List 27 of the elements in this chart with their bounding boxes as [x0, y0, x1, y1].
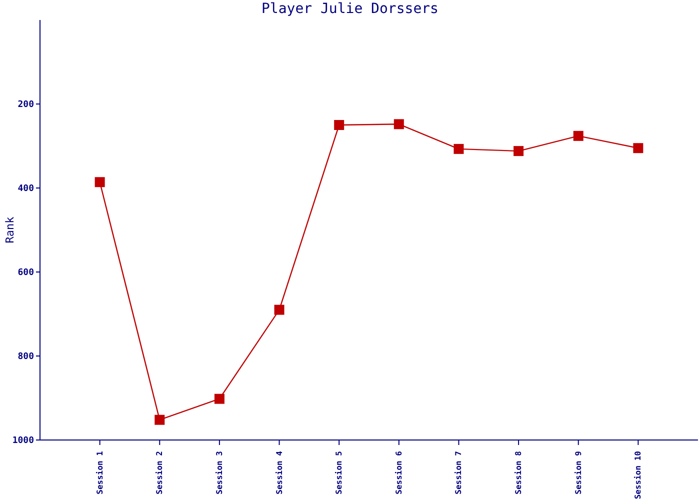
x-tick-label: Session 6: [394, 450, 404, 494]
y-axis-title: Rank: [4, 216, 16, 244]
point: [334, 120, 344, 130]
point: [274, 304, 284, 315]
x-tick-label: Session 7: [454, 450, 464, 494]
point: [94, 177, 105, 188]
point: [633, 143, 644, 154]
y-tick-label: 400: [18, 184, 34, 194]
x-tick-label: Session 5: [334, 450, 344, 494]
y-tick-label: 1000: [12, 436, 34, 446]
point: [394, 119, 404, 130]
chart-title: Player Julie Dorssers: [260, 0, 440, 18]
x-tick-label: Session 2: [155, 450, 164, 494]
x-tick-label: Session 9: [574, 450, 583, 494]
x-tick-label: Session 4: [274, 450, 284, 494]
point: [514, 146, 524, 156]
x-tick-label: Session 1: [95, 450, 104, 494]
x-tick-label: Session 8: [514, 450, 524, 494]
x-tick-label: Session 3: [214, 450, 224, 494]
point: [454, 144, 464, 154]
point: [154, 414, 165, 425]
y-tick-label: 800: [18, 352, 34, 362]
y-tick-label: 600: [18, 268, 34, 278]
x-tick-label: Session 10: [634, 450, 643, 500]
point: [573, 130, 584, 141]
point: [214, 394, 224, 404]
y-tick-label: 200: [18, 100, 34, 110]
